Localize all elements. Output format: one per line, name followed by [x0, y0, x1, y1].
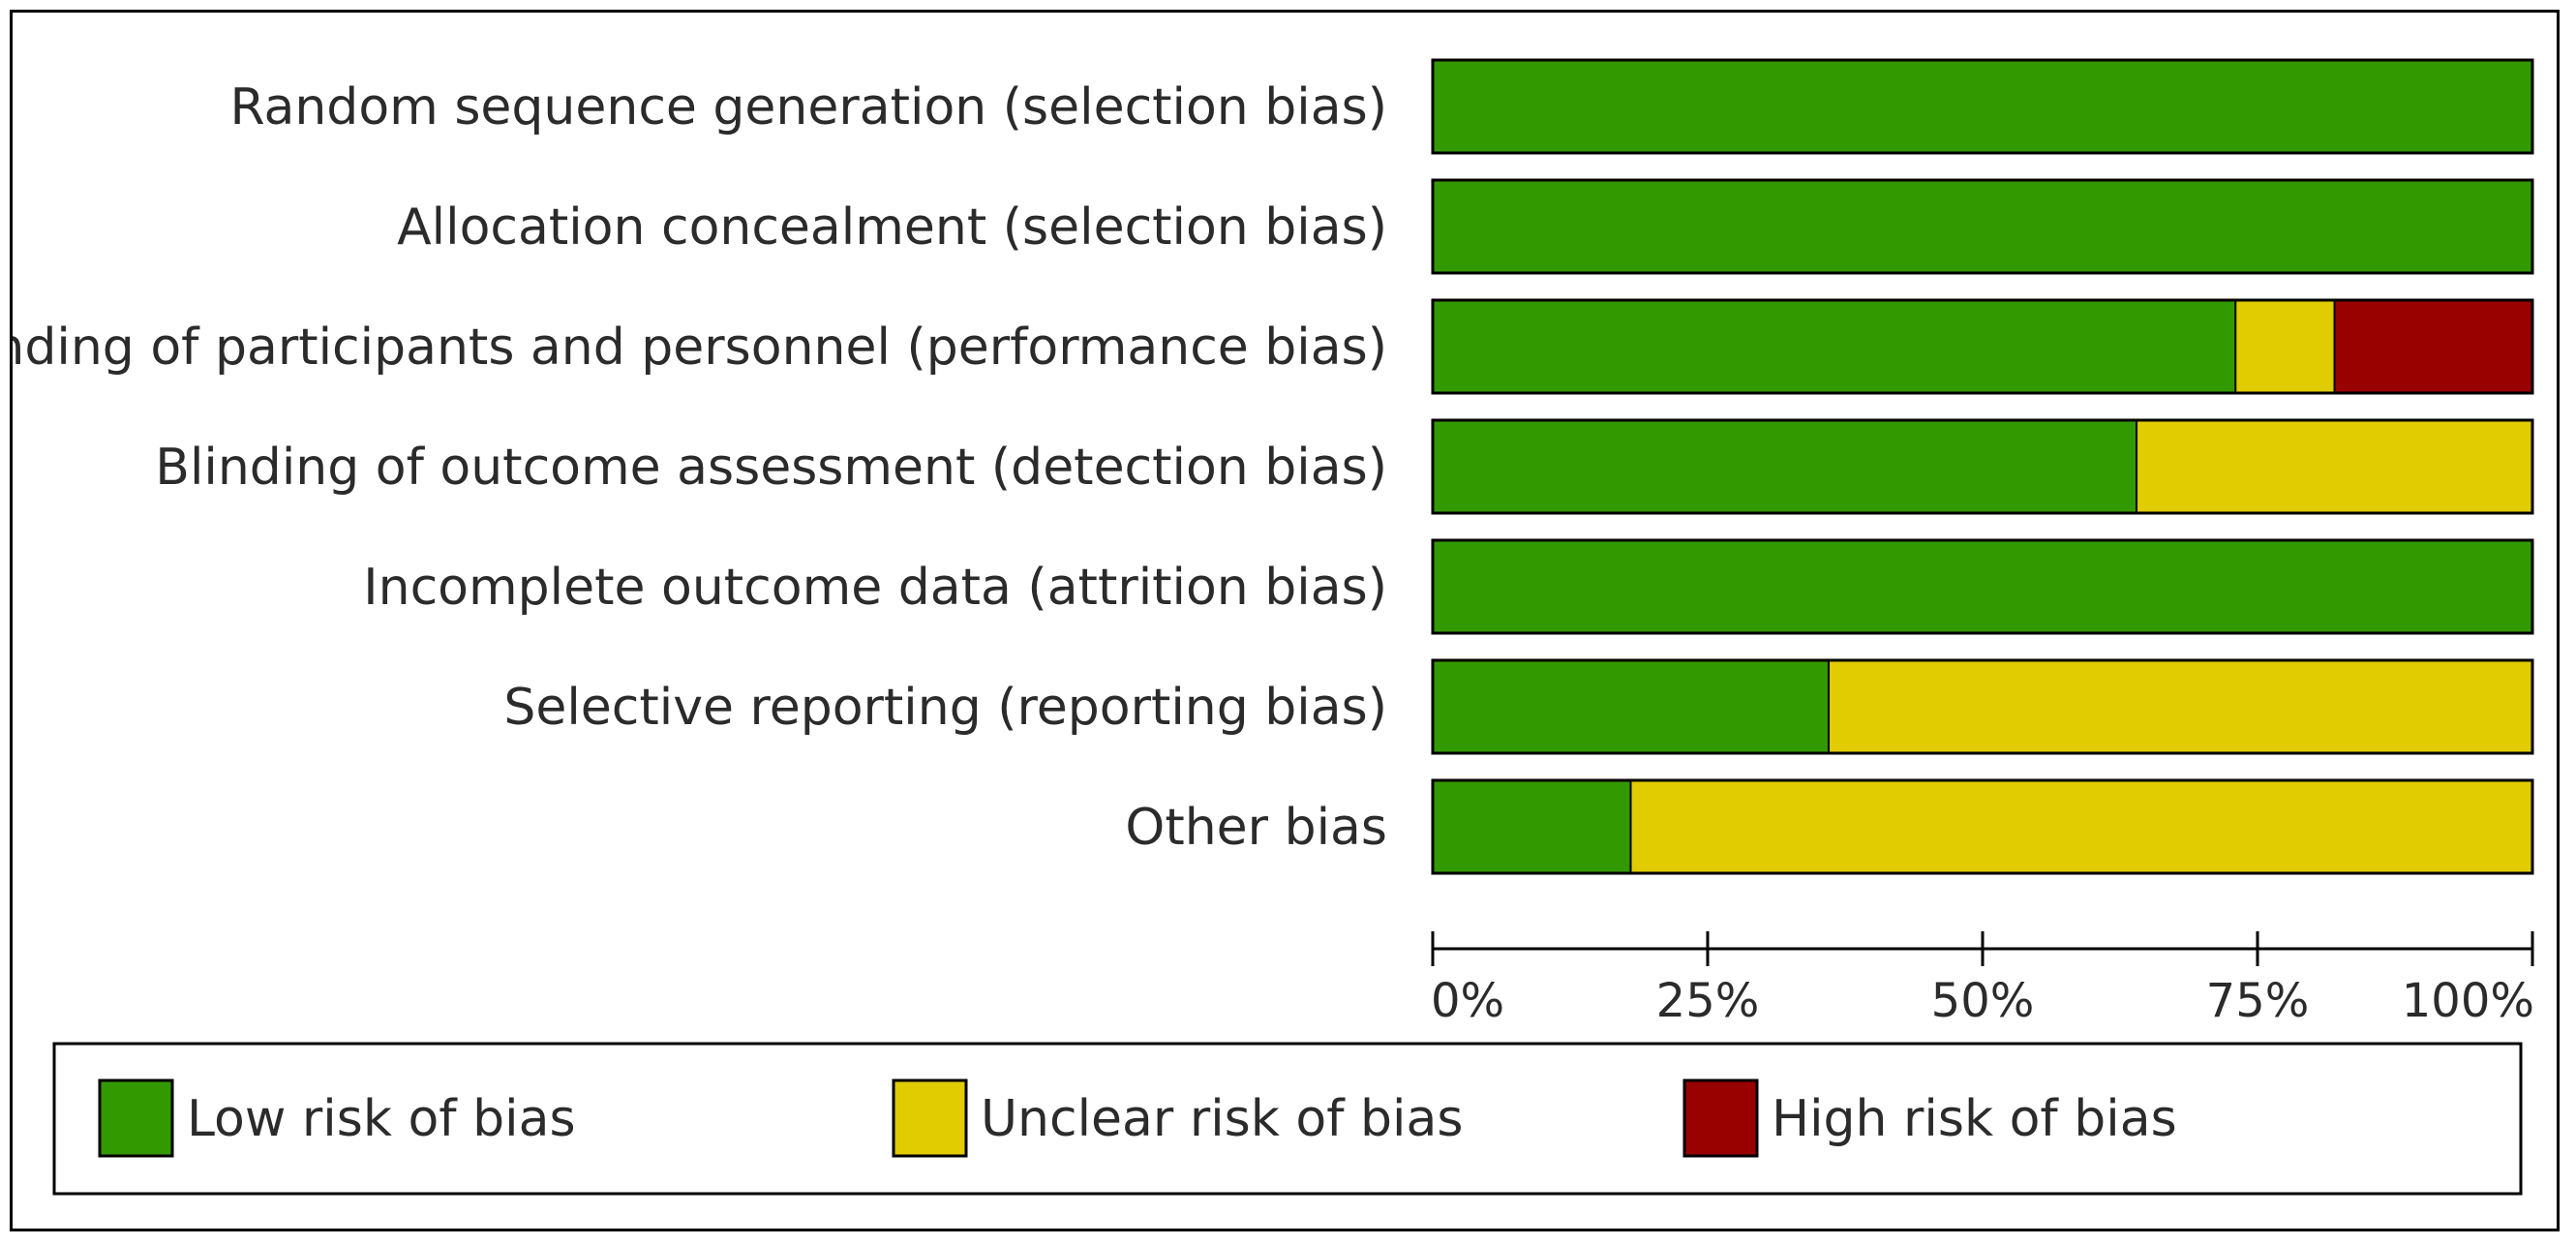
x-tick-label: 50%	[1931, 974, 2035, 1028]
bar-segment-low-risk-of-bias	[1433, 60, 2532, 153]
bar-outline	[1431, 298, 2534, 395]
bar-outline	[1431, 538, 2534, 635]
bar-segment-low-risk-of-bias	[1433, 420, 2137, 513]
legend-label: Low risk of bias	[187, 1090, 576, 1148]
legend-box	[52, 1042, 2523, 1196]
bar-segment-unclear-risk-of-bias	[1630, 780, 2532, 873]
bar-outline	[1431, 658, 2534, 755]
category-labels: Random sequence generation (selection bi…	[13, 78, 1387, 857]
bar-segment-low-risk-of-bias	[1433, 660, 1829, 753]
bars-group	[1431, 58, 2534, 875]
category-label: Incomplete outcome data (attrition bias)	[363, 559, 1387, 617]
category-label: Random sequence generation (selection bi…	[230, 78, 1388, 137]
chart-canvas: Random sequence generation (selection bi…	[13, 58, 2534, 1196]
category-label: Blinding of outcome assessment (detectio…	[155, 439, 1387, 497]
bar-outline	[1431, 58, 2534, 155]
bar-segment-high-risk-of-bias	[2334, 300, 2532, 393]
legend-label: High risk of bias	[1772, 1090, 2177, 1148]
bar-segment-low-risk-of-bias	[1433, 300, 2236, 393]
legend-swatch	[892, 1078, 968, 1158]
bar-segment-unclear-risk-of-bias	[2235, 300, 2335, 393]
bar-outline	[1431, 418, 2534, 515]
bar-outline	[1431, 178, 2534, 275]
category-label: Blinding of participants and personnel (…	[13, 319, 1387, 377]
category-label: Other bias	[1125, 799, 1387, 857]
x-axis: 0% 25% 50% 75% 100%	[1431, 931, 2534, 1028]
x-tick-label: 0%	[1431, 974, 1504, 1028]
legend: Low risk of bias Unclear risk of bias High…	[52, 1042, 2523, 1196]
bar-segment-low-risk-of-bias	[1433, 180, 2532, 273]
x-tick-label: 25%	[1656, 974, 1760, 1028]
x-tick-label: 100%	[2402, 974, 2534, 1028]
category-label: Allocation concealment (selection bias)	[397, 198, 1387, 257]
legend-swatch	[98, 1078, 174, 1158]
bar-segment-low-risk-of-bias	[1433, 540, 2532, 633]
bar-segment-low-risk-of-bias	[1433, 780, 1631, 873]
bar-segment-unclear-risk-of-bias	[1828, 660, 2532, 753]
risk-of-bias-chart: Random sequence generation (selection bi…	[10, 10, 2560, 1231]
legend-label: Unclear risk of bias	[981, 1090, 1463, 1148]
legend-swatch	[1682, 1078, 1759, 1158]
x-tick-label: 75%	[2206, 974, 2310, 1028]
category-label: Selective reporting (reporting bias)	[503, 679, 1387, 737]
bar-segment-unclear-risk-of-bias	[2137, 420, 2532, 513]
bar-outline	[1431, 778, 2534, 875]
